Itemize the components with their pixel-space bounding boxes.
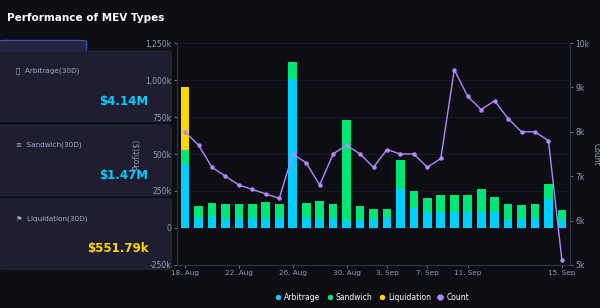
FancyBboxPatch shape (0, 125, 172, 195)
Bar (436, 195, 445, 213)
Bar (383, 218, 391, 228)
Bar (450, 207, 458, 228)
Bar (275, 204, 284, 218)
Bar (289, 79, 297, 228)
Text: $4.14M: $4.14M (99, 95, 148, 108)
Bar (235, 218, 243, 228)
Bar (504, 204, 512, 220)
Bar (356, 206, 364, 220)
Bar (477, 213, 485, 228)
Bar (530, 218, 539, 228)
Bar (248, 204, 257, 217)
Text: Performance of MEV Types: Performance of MEV Types (7, 14, 165, 23)
Bar (450, 195, 458, 213)
Bar (544, 184, 553, 199)
Bar (423, 213, 432, 228)
Bar (530, 204, 539, 218)
Bar (208, 203, 217, 217)
Bar (410, 208, 418, 228)
Text: $551.79k: $551.79k (87, 242, 148, 256)
FancyBboxPatch shape (0, 199, 172, 269)
Bar (477, 189, 485, 213)
Bar (181, 87, 190, 228)
Bar (262, 219, 270, 228)
Bar (450, 213, 458, 228)
FancyBboxPatch shape (0, 51, 172, 121)
Bar (342, 120, 351, 221)
Bar (544, 199, 553, 228)
Bar (329, 204, 337, 218)
Bar (490, 213, 499, 228)
Bar (208, 217, 217, 228)
Bar (557, 220, 566, 228)
Bar (517, 207, 526, 228)
Bar (194, 218, 203, 228)
Y-axis label: Count: Count (592, 143, 600, 165)
Bar (342, 221, 351, 228)
Bar (383, 209, 391, 218)
Bar (557, 210, 566, 220)
FancyBboxPatch shape (0, 40, 86, 74)
Bar (396, 189, 405, 228)
Text: By Profit: By Profit (24, 52, 62, 61)
Bar (235, 204, 243, 218)
Bar (329, 218, 337, 228)
Bar (248, 217, 257, 228)
Bar (423, 198, 432, 213)
Bar (302, 218, 311, 228)
Bar (221, 204, 230, 219)
Bar (221, 219, 230, 228)
Bar (410, 191, 418, 208)
Legend: Arbitrage, Sandwich, Liquidation, Count: Arbitrage, Sandwich, Liquidation, Count (273, 290, 471, 304)
Text: $1.47M: $1.47M (99, 168, 148, 182)
Bar (463, 213, 472, 228)
Bar (181, 150, 190, 164)
Bar (504, 220, 512, 228)
Bar (194, 206, 203, 218)
Text: ⓘ  Arbitrage(30D): ⓘ Arbitrage(30D) (16, 67, 80, 74)
Bar (436, 213, 445, 228)
Bar (517, 219, 526, 228)
Bar (275, 218, 284, 228)
Bar (369, 219, 378, 228)
Bar (315, 219, 324, 228)
Bar (302, 203, 311, 218)
Text: By Volume: By Volume (107, 52, 147, 61)
Bar (463, 195, 472, 213)
Bar (490, 197, 499, 213)
Bar (262, 202, 270, 219)
Bar (181, 164, 190, 228)
Bar (369, 209, 378, 219)
Bar (356, 220, 364, 228)
Text: ⚑  Liquidation(30D): ⚑ Liquidation(30D) (16, 215, 88, 222)
Bar (289, 62, 297, 79)
Bar (396, 160, 405, 189)
Bar (517, 205, 526, 219)
Bar (315, 201, 324, 219)
Y-axis label: Profit($): Profit($) (132, 138, 141, 170)
Text: ≡  Sandwich(30D): ≡ Sandwich(30D) (16, 141, 82, 148)
